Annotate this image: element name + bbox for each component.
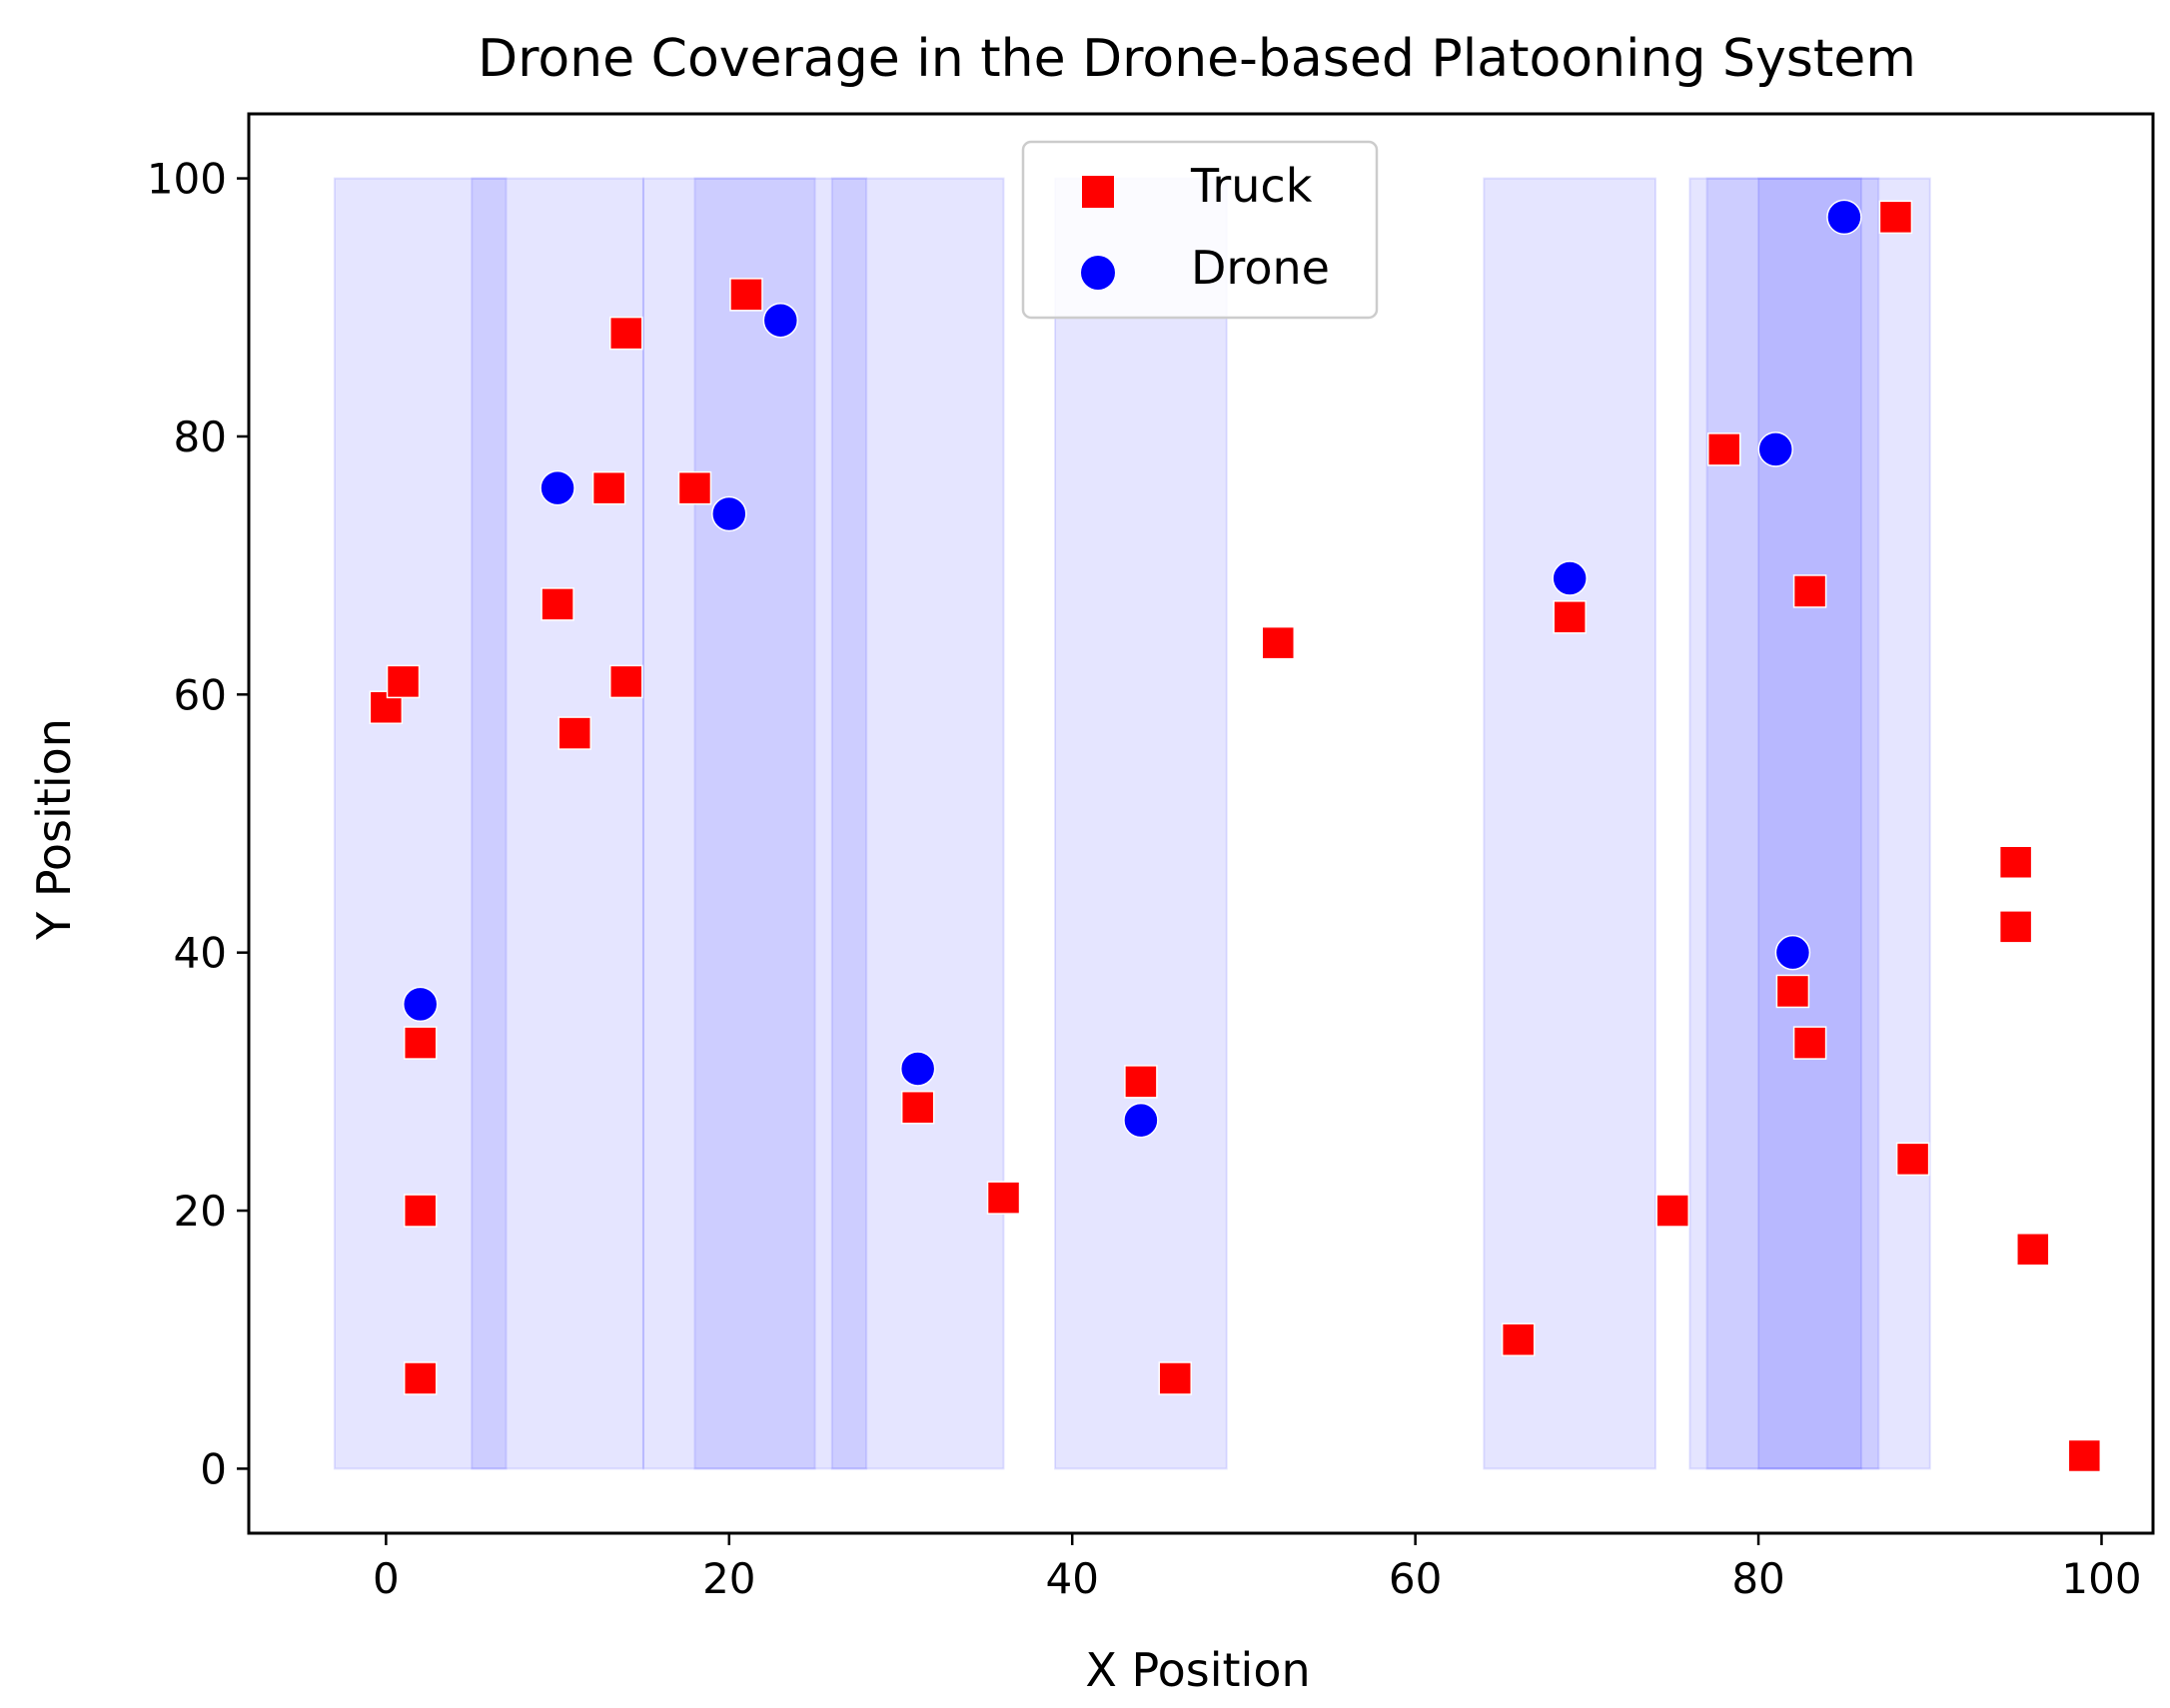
coverage-band-2 [471,177,644,1470]
y-tick-label-60: 60 [174,670,227,719]
truck-point-17 [1261,625,1296,660]
truck-point-8 [591,470,626,505]
truck-point-10 [609,664,643,699]
y-tick-label-80: 80 [174,413,227,461]
truck-point-25 [1878,200,1913,235]
truck-point-9 [609,316,643,351]
drone-point-4 [762,302,799,339]
truck-point-5 [403,1361,438,1395]
y-axis-label: Y Position [27,718,81,941]
coverage-bands [333,177,1931,1470]
coverage-band-9 [1705,177,1880,1470]
truck-point-15 [1124,1065,1158,1099]
drone-point-6 [1123,1102,1159,1139]
coverage-band-7 [1483,177,1657,1470]
truck-point-21 [1706,432,1741,466]
drone-point-1 [402,986,439,1023]
x-axis-ticks: 0 20 40 60 80 100 [373,1533,2142,1603]
x-tick-label-20: 20 [702,1554,755,1603]
coverage-band-10 [1757,177,1931,1470]
truck-point-30 [2067,1438,2102,1473]
chart-title: Drone Coverage in the Drone-based Platoo… [478,29,1916,89]
truck-point-2 [386,664,421,699]
truck-point-18 [1501,1322,1536,1356]
truck-point-22 [1775,974,1810,1009]
truck-point-11 [677,470,712,505]
drone-point-2 [540,469,575,506]
legend-drone-label: Drone [1191,241,1330,295]
drone-point-8 [1757,431,1793,467]
truck-point-24 [1792,1026,1827,1060]
coverage-band-1 [333,177,508,1470]
coverage-band-6 [1054,177,1228,1470]
truck-point-16 [1158,1361,1192,1395]
legend-truck-label: Truck [1190,159,1313,213]
truck-point-3 [403,1026,438,1060]
drone-point-9 [1774,934,1811,971]
coverage-band-5 [830,177,1005,1470]
truck-point-28 [1998,910,2033,944]
legend-drone-marker [1081,256,1115,290]
drone-point-3 [711,495,747,532]
plot-area-frame [247,112,2155,1535]
drone-point-7 [1552,560,1588,596]
y-tick-label-0: 0 [200,1444,227,1493]
truck-point-14 [986,1181,1021,1215]
truck-point-23 [1792,574,1827,608]
coverage-band-8 [1688,177,1863,1470]
truck-point-20 [1655,1194,1689,1228]
truck-point-27 [1998,845,2033,880]
truck-point-26 [1895,1142,1930,1177]
coverage-band-3 [641,177,816,1470]
truck-point-7 [557,716,592,750]
x-tick-label-0: 0 [373,1554,400,1603]
y-tick-label-40: 40 [174,929,227,978]
truck-point-19 [1553,600,1587,634]
truck-point-4 [403,1194,438,1228]
drone-point-5 [899,1051,936,1087]
coverage-band-4 [693,177,868,1470]
truck-point-29 [2016,1233,2050,1267]
y-tick-label-20: 20 [174,1187,227,1236]
legend-truck-marker [1082,176,1114,208]
y-axis-ticks: 0 20 40 60 80 100 [147,155,249,1493]
x-tick-label-40: 40 [1045,1554,1098,1603]
truck-point-12 [729,278,763,312]
truck-point-6 [541,587,574,621]
x-tick-label-80: 80 [1731,1554,1784,1603]
truck-point-13 [900,1090,935,1125]
legend: Truck Drone [1021,140,1379,320]
data-points [369,199,2102,1473]
x-tick-label-60: 60 [1389,1554,1442,1603]
y-tick-label-100: 100 [147,155,227,204]
x-axis-label: X Position [1085,1643,1310,1697]
drone-point-10 [1826,199,1862,236]
x-tick-label-100: 100 [2061,1554,2141,1603]
